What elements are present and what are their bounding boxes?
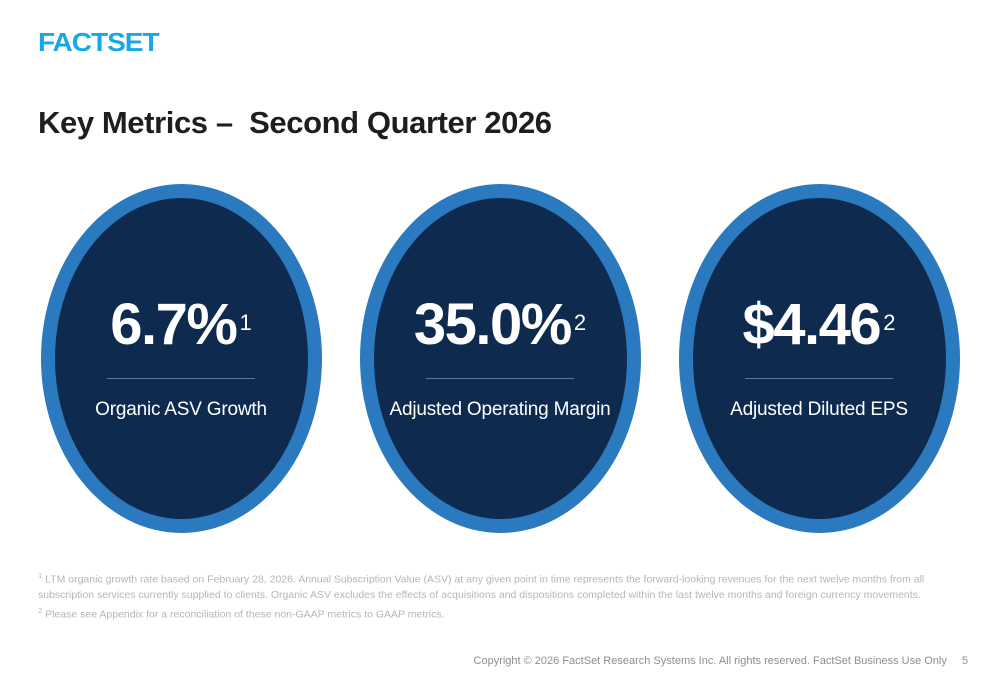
slide-footer: Copyright © 2026 FactSet Research System…	[474, 655, 968, 667]
metric-value-row: 35.0% 2	[414, 296, 586, 354]
footnote-2-text: Please see Appendix for a reconciliation…	[45, 608, 445, 620]
metrics-row: 6.7% 1 Organic ASV Growth 35.0% 2 Adjusted…	[0, 184, 1000, 533]
footnotes: 1 LTM organic growth rate based on Febru…	[38, 568, 946, 622]
metric-value-row: $4.46 2	[743, 296, 896, 354]
footnote-2: 2 Please see Appendix for a reconciliati…	[38, 603, 946, 623]
metric-label: Organic ASV Growth	[95, 399, 267, 420]
footnote-marker-superscript: 2	[883, 310, 896, 335]
metric-card-organic-asv-growth: 6.7% 1 Organic ASV Growth	[40, 184, 322, 533]
divider-line	[745, 378, 893, 379]
footnote-2-marker: 2	[38, 605, 43, 615]
footnote-1-text: LTM organic growth rate based on Februar…	[38, 573, 925, 601]
metric-value: $4.46	[742, 292, 882, 357]
metric-card-adjusted-operating-margin: 35.0% 2 Adjusted Operating Margin	[359, 184, 641, 533]
metric-value: 35.0%	[413, 292, 572, 357]
metric-card-adjusted-diluted-eps: $4.46 2 Adjusted Diluted EPS	[678, 184, 960, 533]
copyright-text: Copyright © 2026 FactSet Research System…	[473, 655, 947, 667]
page-number: 5	[961, 655, 968, 667]
footnote-marker-superscript: 2	[573, 310, 587, 335]
metric-label: Adjusted Diluted EPS	[730, 399, 908, 420]
divider-line	[107, 378, 255, 379]
metric-value-row: 6.7% 1	[110, 296, 251, 354]
footnote-1-marker: 1	[38, 571, 43, 580]
metric-value: 6.7%	[110, 292, 238, 357]
factset-logo: FACTSET	[38, 28, 160, 57]
divider-line	[426, 378, 574, 379]
metric-label: Adjusted Operating Margin	[389, 399, 611, 420]
footnote-1: 1 LTM organic growth rate based on Febru…	[38, 568, 946, 603]
footnote-marker-superscript: 1	[239, 310, 252, 335]
page-title: Key Metrics – Second Quarter 2026	[38, 105, 552, 140]
